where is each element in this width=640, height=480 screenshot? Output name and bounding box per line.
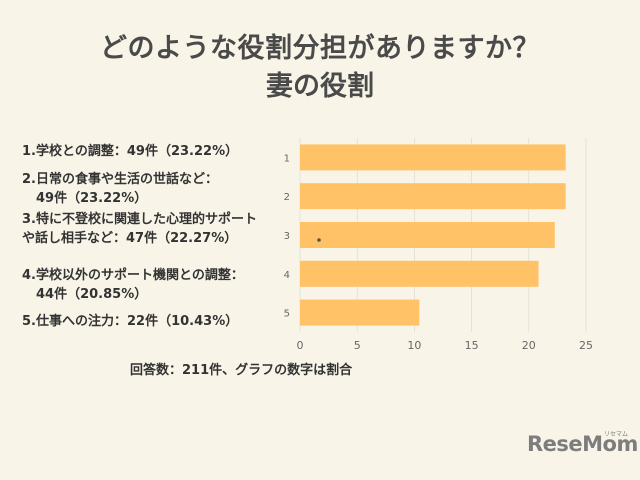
legend-item-line: 44件（20.85%） [36,287,148,302]
x-tick-label: 20 [522,339,536,352]
y-tick-label: 1 [284,153,290,164]
legend-item-line: 3.特に不登校に関連した心理的サポート [22,212,257,227]
legend-item-line: 2.日常の食事や生活の世話など： [22,172,218,187]
legend-item-line: や話し相手など：47件（22.27%） [22,231,238,246]
legend-item-3: 3.特に不登校に関連した心理的サポート や話し相手など：47件（22.27%） [22,210,294,248]
legend-item-line: 1.学校との調整：49件（23.22%） [22,144,239,159]
y-tick-label: 3 [284,231,290,242]
chart-subtitle: 妻の役割 [266,71,374,102]
x-tick-label: 10 [407,339,421,352]
chart-title: どのような役割分担がありますか？ [100,33,540,64]
bar-1 [300,144,566,171]
y-tick-label: 2 [284,192,290,203]
x-tick-label: 5 [354,339,361,352]
resemom-logo: ReseMom [527,432,638,456]
x-tick-label: 0 [297,339,304,352]
y-tick-label: 5 [284,309,290,320]
bar-5 [300,299,420,326]
legend-item-5: 5.仕事への注力：22件（10.43%） [22,312,294,331]
legend-item-1: 1.学校との調整：49件（23.22%） [22,142,294,161]
bar-4 [300,260,539,287]
bar-3 [300,222,555,248]
legend-item-line: 49件（23.22%） [36,191,148,206]
y-tick-label: 4 [284,270,290,281]
footnote: 回答数：211件、グラフの数字は割合 [130,363,353,378]
legend-item-line: 5.仕事への注力：22件（10.43%） [22,314,239,329]
legend-item-2: 2.日常の食事や生活の世話など： 49件（23.22%） [22,170,294,208]
legend-item-4: 4.学校以外のサポート機関との調整： 44件（20.85%） [22,266,294,304]
x-tick-label: 15 [465,339,479,352]
x-tick-label: 25 [579,339,593,352]
legend-item-line: 4.学校以外のサポート機関との調整： [22,268,244,283]
bar-marker-dot [317,238,321,242]
bar-2 [300,183,566,210]
resemom-logo-kana: リセマム [604,431,629,438]
